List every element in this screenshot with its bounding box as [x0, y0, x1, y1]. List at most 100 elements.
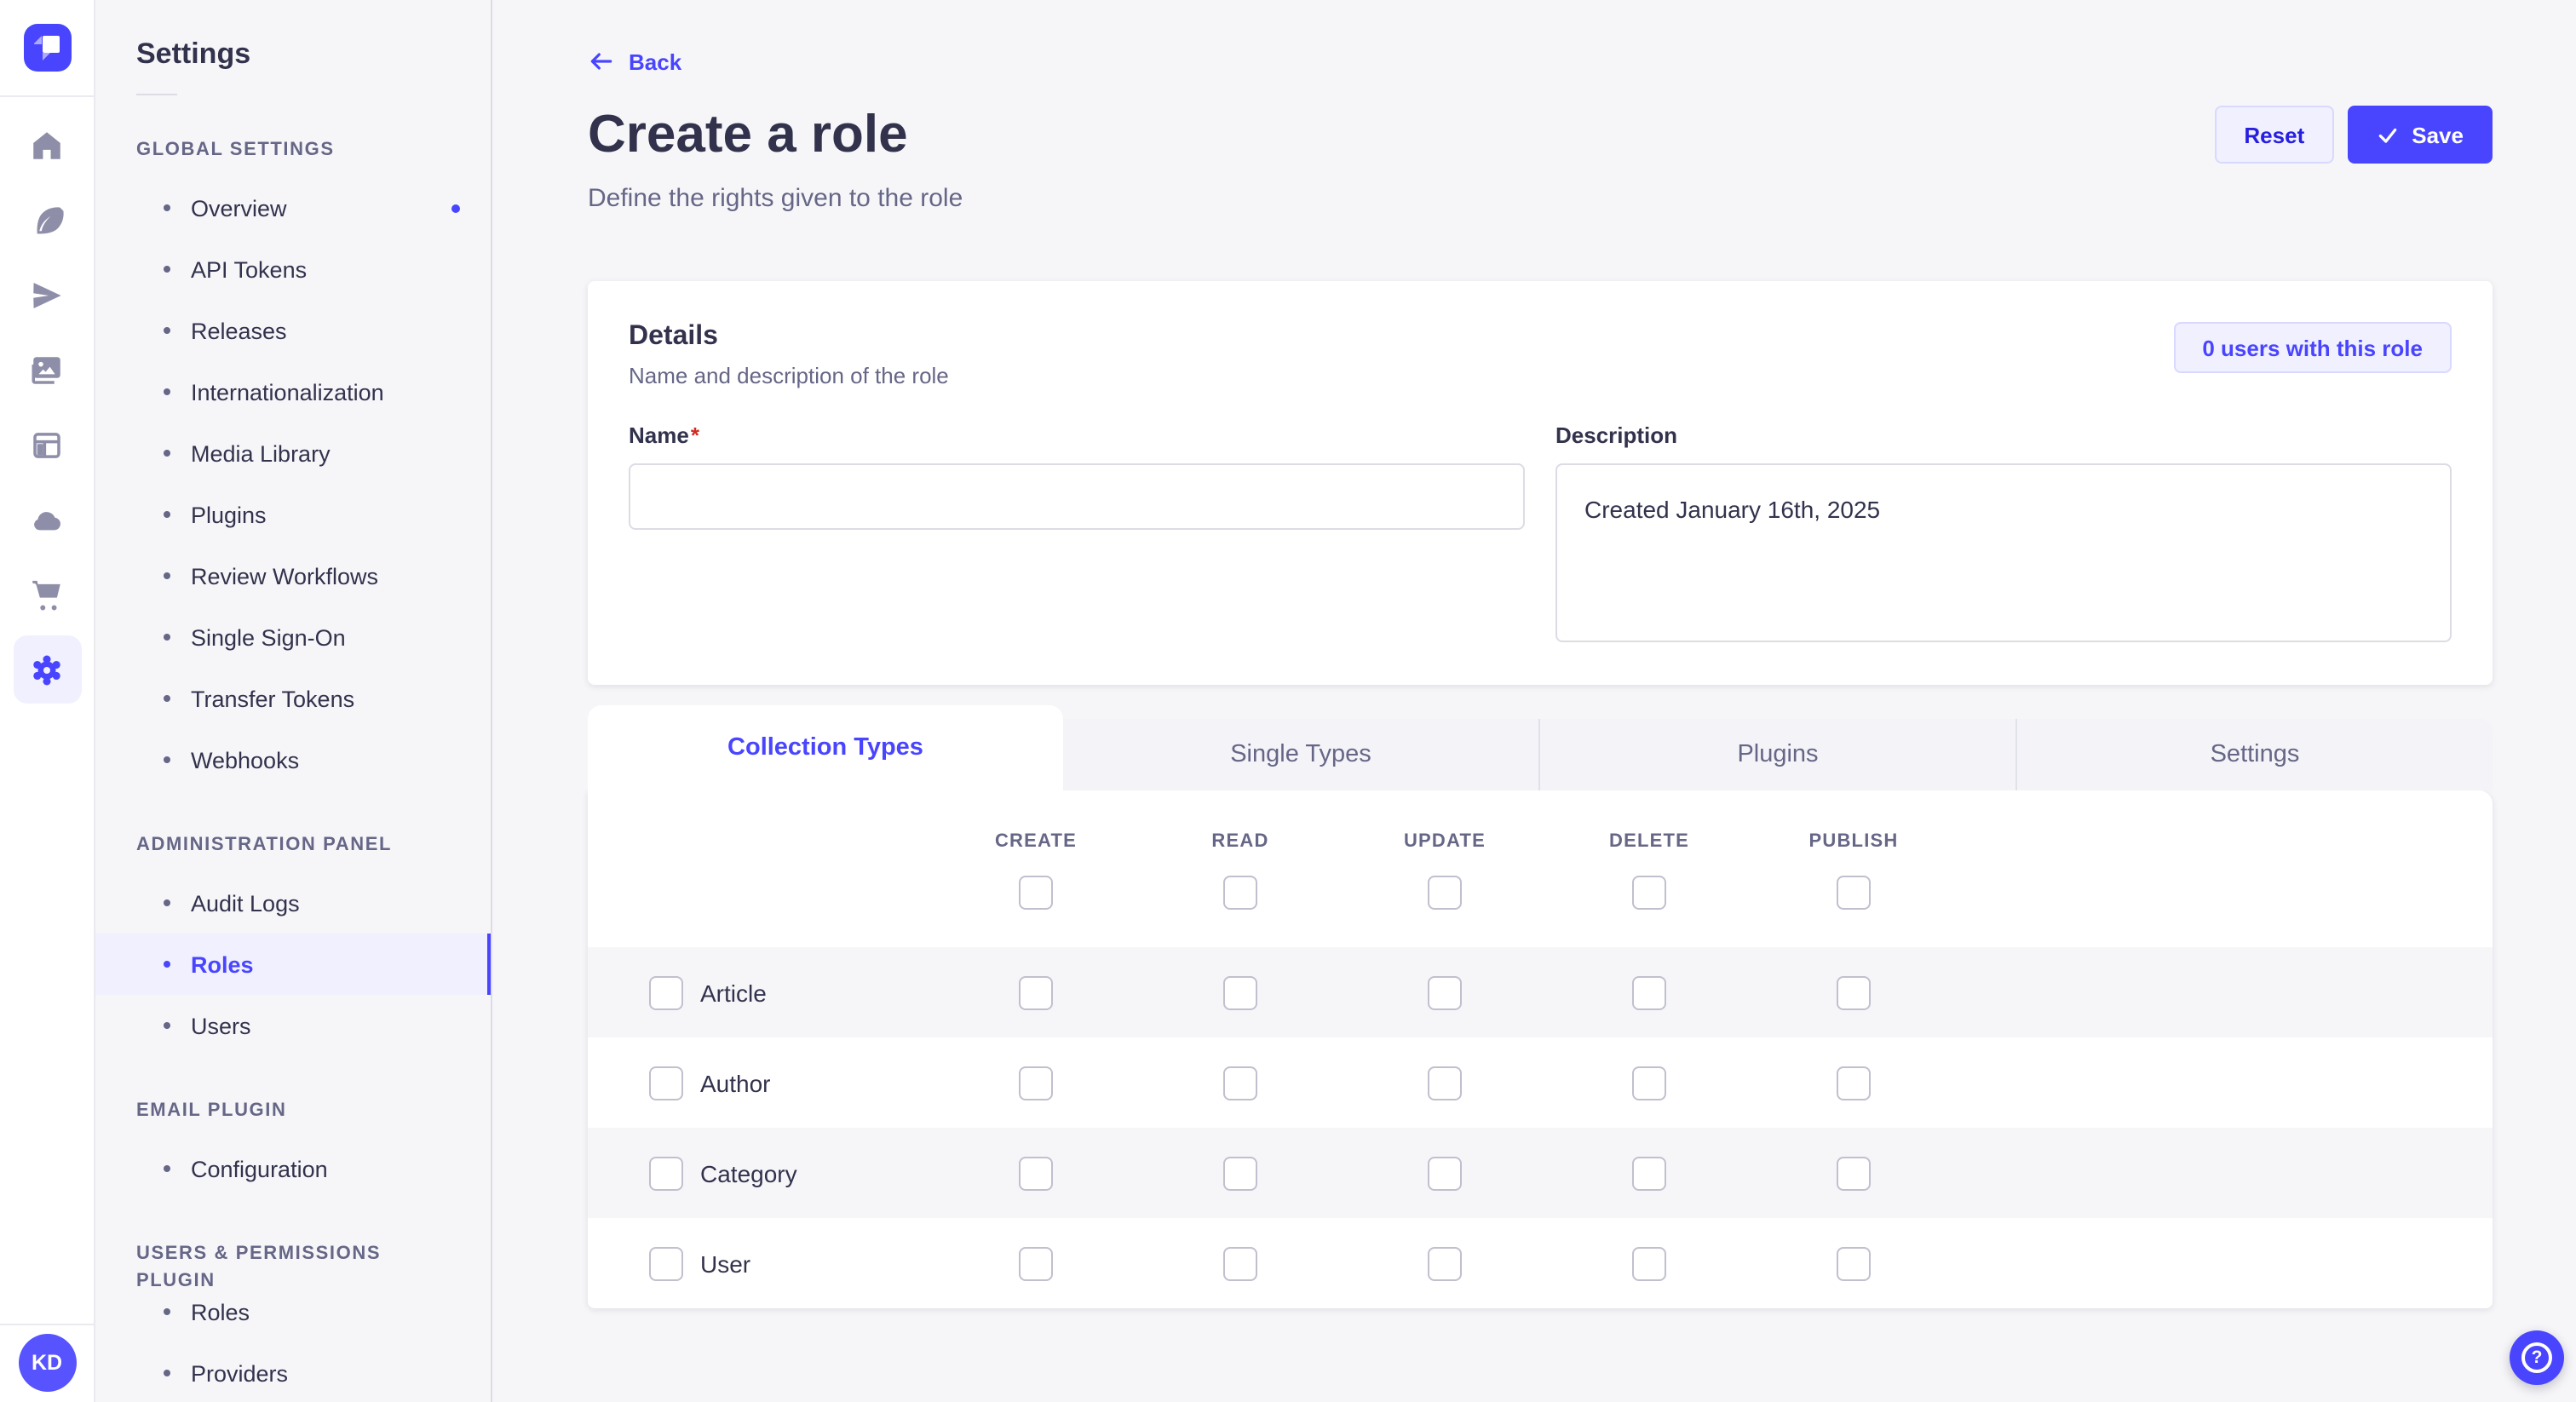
row-label: Category [700, 1159, 797, 1187]
user-create-checkbox[interactable] [1019, 1246, 1053, 1280]
tab-collection-types[interactable]: Collection Types [588, 705, 1063, 790]
bullet-icon [164, 1370, 170, 1376]
details-title: Details [629, 322, 718, 351]
bullet-icon [164, 899, 170, 906]
sidebar-item-single-sign-on[interactable]: Single Sign-On [95, 606, 491, 668]
table-row-user: User [588, 1218, 2493, 1308]
author-delete-checkbox[interactable] [1632, 1066, 1666, 1100]
article-update-checkbox[interactable] [1428, 975, 1462, 1009]
subnav-divider [136, 94, 177, 95]
subnav-title: Settings [136, 37, 251, 70]
sidebar-item-users[interactable]: Users [95, 995, 491, 1056]
author-update-checkbox[interactable] [1428, 1066, 1462, 1100]
tab-single-types[interactable]: Single Types [1063, 719, 1538, 790]
sidebar-item-internationalization[interactable]: Internationalization [95, 361, 491, 422]
sidebar-item-api-tokens[interactable]: API Tokens [95, 238, 491, 300]
user-select-checkbox[interactable] [649, 1246, 683, 1280]
permissions-table-header: CREATE READ UPDATE DELETE PUBLISH [588, 790, 2493, 947]
category-read-checkbox[interactable] [1223, 1156, 1257, 1190]
gear-icon[interactable] [13, 635, 81, 704]
sidebar-item-overview[interactable]: Overview [95, 177, 491, 238]
article-select-checkbox[interactable] [649, 975, 683, 1009]
home-icon[interactable] [13, 111, 81, 179]
sidebar-item-plugins[interactable]: Plugins [95, 484, 491, 545]
images-icon[interactable] [13, 336, 81, 404]
sidebar-item-roles-admin[interactable]: Roles [95, 934, 491, 995]
permissions-tabs: Collection Types Single Types Plugins Se… [588, 705, 2493, 790]
bullet-icon [164, 1308, 170, 1315]
required-asterisk: * [690, 422, 699, 448]
save-button[interactable]: Save [2347, 106, 2493, 164]
bullet-icon [164, 756, 170, 763]
tab-plugins[interactable]: Plugins [1538, 719, 2015, 790]
permissions-table: CREATE READ UPDATE DELETE PUBLISH [588, 790, 2493, 1308]
save-label: Save [2412, 122, 2464, 147]
sidebar-item-review-workflows[interactable]: Review Workflows [95, 545, 491, 606]
check-icon [2378, 127, 2396, 142]
article-create-checkbox[interactable] [1019, 975, 1053, 1009]
category-delete-checkbox[interactable] [1632, 1156, 1666, 1190]
user-publish-checkbox[interactable] [1837, 1246, 1871, 1280]
column-header-delete: DELETE [1609, 831, 1689, 852]
column-header-update: UPDATE [1403, 831, 1486, 852]
category-publish-checkbox[interactable] [1837, 1156, 1871, 1190]
select-all-delete-checkbox[interactable] [1632, 876, 1666, 910]
section-heading-email-plugin: EMAIL PLUGIN [136, 1100, 287, 1121]
details-card: Details Name and description of the role… [588, 281, 2493, 685]
sidebar-item-providers[interactable]: Providers [95, 1342, 491, 1402]
category-create-checkbox[interactable] [1019, 1156, 1053, 1190]
users-with-role-badge[interactable]: 0 users with this role [2173, 322, 2452, 373]
tab-settings[interactable]: Settings [2015, 719, 2493, 790]
author-read-checkbox[interactable] [1223, 1066, 1257, 1100]
help-button[interactable]: ? [2510, 1330, 2564, 1385]
sidebar-item-webhooks[interactable]: Webhooks [95, 729, 491, 790]
section-heading-users-permissions-plugin: USERS & PERMISSIONS PLUGIN [136, 1244, 382, 1291]
cloud-icon[interactable] [13, 486, 81, 554]
bullet-icon [164, 327, 170, 334]
row-label: User [700, 1250, 751, 1277]
cart-icon[interactable] [13, 560, 81, 629]
main-nav-sidebar: KD [0, 0, 95, 1402]
sidebar-item-transfer-tokens[interactable]: Transfer Tokens [95, 668, 491, 729]
sidebar-item-releases[interactable]: Releases [95, 300, 491, 361]
back-link[interactable]: Back [588, 44, 681, 78]
user-avatar[interactable]: KD [18, 1334, 76, 1392]
select-all-publish-checkbox[interactable] [1837, 876, 1871, 910]
bullet-icon [164, 1022, 170, 1029]
select-all-read-checkbox[interactable] [1223, 876, 1257, 910]
sidebar-item-media-library[interactable]: Media Library [95, 422, 491, 484]
table-row-article: Article [588, 947, 2493, 1037]
reset-button[interactable]: Reset [2215, 106, 2334, 164]
bullet-icon [164, 695, 170, 702]
bullet-icon [164, 204, 170, 211]
paper-plane-icon[interactable] [13, 261, 81, 329]
select-all-create-checkbox[interactable] [1019, 876, 1053, 910]
category-update-checkbox[interactable] [1428, 1156, 1462, 1190]
section-heading-administration-panel: ADMINISTRATION PANEL [136, 835, 393, 855]
bullet-icon [164, 388, 170, 395]
user-read-checkbox[interactable] [1223, 1246, 1257, 1280]
strapi-logo[interactable] [0, 0, 94, 97]
sidebar-item-roles-up[interactable]: Roles [95, 1281, 491, 1342]
bullet-icon [164, 266, 170, 273]
article-publish-checkbox[interactable] [1837, 975, 1871, 1009]
sidebar-item-configuration[interactable]: Configuration [95, 1138, 491, 1199]
description-textarea[interactable]: Created January 16th, 2025 [1555, 463, 2452, 642]
layout-icon[interactable] [13, 411, 81, 479]
settings-subnav: Settings GLOBAL SETTINGS Overview API To… [95, 0, 492, 1402]
category-select-checkbox[interactable] [649, 1156, 683, 1190]
article-delete-checkbox[interactable] [1632, 975, 1666, 1009]
article-read-checkbox[interactable] [1223, 975, 1257, 1009]
author-create-checkbox[interactable] [1019, 1066, 1053, 1100]
user-delete-checkbox[interactable] [1632, 1246, 1666, 1280]
author-publish-checkbox[interactable] [1837, 1066, 1871, 1100]
feather-icon[interactable] [13, 186, 81, 254]
sidebar-item-audit-logs[interactable]: Audit Logs [95, 872, 491, 934]
row-label: Author [700, 1069, 771, 1096]
name-input[interactable] [629, 463, 1525, 530]
select-all-update-checkbox[interactable] [1428, 876, 1462, 910]
user-update-checkbox[interactable] [1428, 1246, 1462, 1280]
details-subtitle: Name and description of the role [629, 363, 949, 388]
notification-dot-icon [451, 204, 460, 212]
author-select-checkbox[interactable] [649, 1066, 683, 1100]
